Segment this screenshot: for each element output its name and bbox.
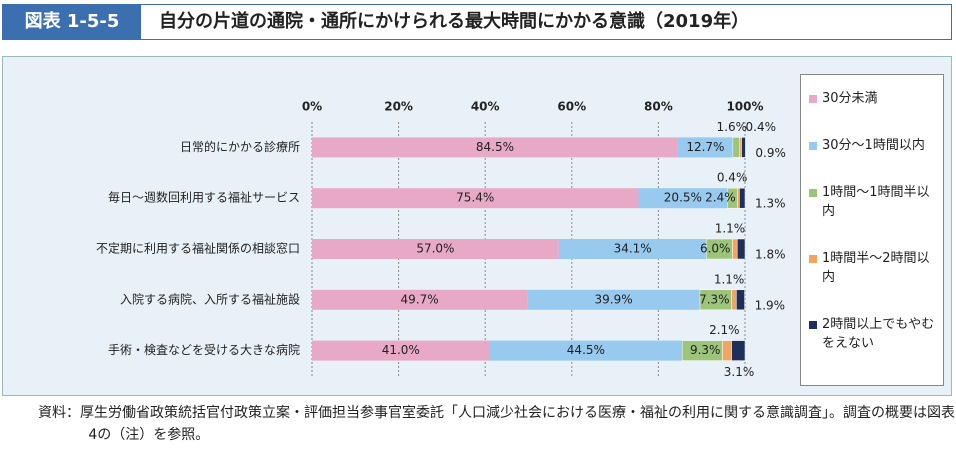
bar-segment xyxy=(739,187,746,209)
category-label: 不定期に利用する福祉関係の相談窓口 xyxy=(96,241,300,256)
bar-segment xyxy=(638,188,728,209)
value-label: 12.7% xyxy=(686,140,724,154)
legend-label: 30分未満 xyxy=(822,91,878,106)
value-label: 3.1% xyxy=(724,365,755,379)
x-tick-label: 80% xyxy=(644,100,673,114)
value-label: 39.9% xyxy=(595,292,633,306)
x-tick-label: 20% xyxy=(384,100,413,114)
source-note: 資料：厚生労働省政策統括官付政策立案・評価担当参事官室委託「人口減少社会における… xyxy=(38,405,956,443)
bar-segment xyxy=(732,238,738,260)
x-tick-label: 40% xyxy=(471,100,500,114)
value-label: 44.5% xyxy=(567,343,605,357)
figure-label: 図表 1-5-5 xyxy=(3,5,141,39)
bar-segment xyxy=(731,289,737,311)
value-label: 0.9% xyxy=(755,146,786,160)
legend-item: 1時間～1時間半以内 xyxy=(809,183,935,221)
value-label: 0.4% xyxy=(717,171,748,185)
bar-segment xyxy=(677,137,733,158)
bar-segment xyxy=(489,340,683,361)
value-label: 0.4% xyxy=(746,120,777,134)
bar-segment xyxy=(731,340,746,361)
legend: 30分未満 30分～1時間以内 1時間～1時間半以内 1時間半～2時間以内 2時間以上で… xyxy=(800,74,944,386)
legend-swatch xyxy=(809,255,817,263)
value-label: 34.1% xyxy=(614,242,652,256)
category-label: 入院する病院、入所する福祉施設 xyxy=(120,291,300,306)
bar-segment xyxy=(312,289,528,310)
bar-segment xyxy=(737,187,740,209)
value-label: 6.0% xyxy=(700,242,731,256)
category-label: 手術・検査などを受ける大きな病院 xyxy=(108,342,300,357)
bar-segment xyxy=(736,238,746,260)
bar-segment xyxy=(312,188,639,209)
chart: 0% 20% 40% 60% 80% 100% 日常的にかかる診療所 84.5% 12.7% 1.… xyxy=(96,100,786,380)
value-label: 1.8% xyxy=(755,248,786,262)
bar-segment xyxy=(558,239,707,259)
bar-segment xyxy=(312,340,490,361)
x-tick-label: 60% xyxy=(557,100,586,114)
value-label: 2.1% xyxy=(709,323,740,337)
value-label: 57.0% xyxy=(416,242,454,256)
bar-segment xyxy=(722,340,732,361)
bar-segment xyxy=(741,137,746,158)
legend-item: 2時間以上でもやむをえない xyxy=(809,315,935,353)
value-label: 1.3% xyxy=(755,197,786,211)
chart-title: 自分の片道の通院・通所にかけられる最大時間にかかる意識（2019年） xyxy=(159,11,750,32)
x-tick-label: 100% xyxy=(726,100,763,114)
value-label: 1.9% xyxy=(755,298,786,312)
value-label: 49.7% xyxy=(401,292,439,306)
legend-swatch xyxy=(809,321,817,329)
bar-segment xyxy=(527,289,700,310)
bar-segment xyxy=(312,239,559,259)
value-label: 7.3% xyxy=(699,292,730,306)
value-label: 75.4% xyxy=(456,191,494,205)
chart-panel xyxy=(2,56,952,396)
category-label: 日常的にかかる診療所 xyxy=(180,139,300,154)
category-label: 毎日～週数回利用する福祉サービス xyxy=(108,190,300,205)
value-label: 2.4% xyxy=(705,191,736,205)
bar-segment xyxy=(312,137,678,158)
legend-swatch xyxy=(809,189,817,197)
value-label: 1.6% xyxy=(717,120,748,134)
header: 図表 1-5-5 自分の片道の通院・通所にかけられる最大時間にかかる意識（201… xyxy=(2,4,952,40)
legend-label: 1時間～1時間半以内 xyxy=(822,185,930,219)
legend-label: 2時間以上でもやむをえない xyxy=(822,317,935,351)
legend-swatch xyxy=(809,142,817,150)
legend-item: 30分～1時間以内 xyxy=(809,136,935,155)
bar-segment xyxy=(739,137,742,158)
legend-item: 1時間半～2時間以内 xyxy=(809,249,935,287)
value-label: 1.1% xyxy=(714,272,745,286)
value-label: 41.0% xyxy=(382,343,420,357)
legend-item: 30分未満 xyxy=(809,89,935,108)
legend-label: 1時間半～2時間以内 xyxy=(822,251,930,285)
value-label: 9.3% xyxy=(690,343,721,357)
x-tick-label: 0% xyxy=(302,100,322,114)
value-label: 84.5% xyxy=(476,140,514,154)
bar-segment xyxy=(732,137,741,158)
legend-label: 30分～1時間以内 xyxy=(822,138,925,153)
value-label: 20.5% xyxy=(664,191,702,205)
value-label: 1.1% xyxy=(715,222,746,236)
bar-segment xyxy=(736,289,745,311)
legend-swatch xyxy=(809,95,817,103)
